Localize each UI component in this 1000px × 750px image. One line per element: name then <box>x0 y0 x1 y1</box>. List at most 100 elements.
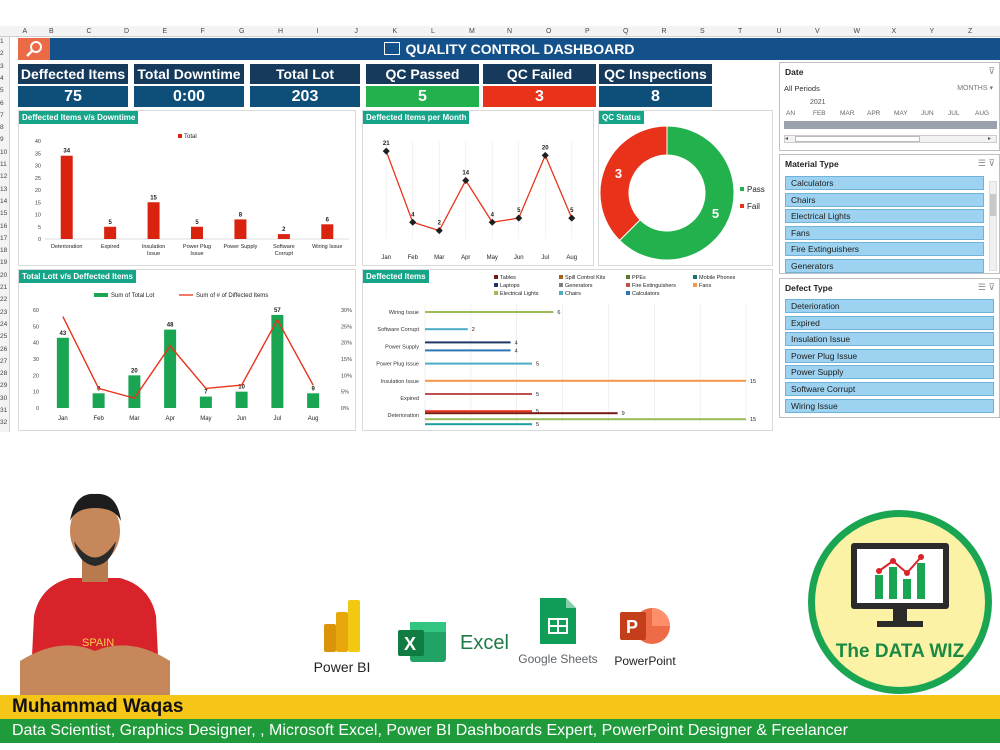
row-header[interactable]: 19 <box>0 259 8 267</box>
material-option[interactable]: Electrical Lights <box>785 209 984 224</box>
row-header[interactable]: 10 <box>0 148 8 156</box>
row-header[interactable]: 1 <box>0 38 4 45</box>
scroll-right-arrow[interactable]: ▸ <box>988 136 992 142</box>
column-header[interactable]: K <box>392 28 398 35</box>
column-header[interactable]: L <box>431 28 435 35</box>
row-header[interactable]: 31 <box>0 407 8 414</box>
column-header[interactable]: H <box>278 28 284 35</box>
defect-option[interactable]: Power Plug Issue <box>785 348 994 363</box>
defect-option[interactable]: Software Corrupt <box>785 382 994 396</box>
slicer-scrollbar[interactable] <box>989 181 997 271</box>
lot-chart-panel[interactable]: Total Lott v/s Deffected Items 0 10 20 30 40… <box>18 269 356 431</box>
column-header[interactable]: T <box>738 28 743 35</box>
column-header[interactable]: S <box>700 28 705 35</box>
column-header[interactable]: N <box>507 28 513 35</box>
column-header[interactable]: F <box>200 28 205 35</box>
column-header[interactable]: P <box>585 28 590 35</box>
date-timeline-slicer[interactable]: Date ⊽ All Periods MONTHS ▾ 2021 ◂ ▸ AN F… <box>779 62 1000 151</box>
column-header[interactable]: V <box>815 28 820 35</box>
defect-option[interactable]: Deterioration <box>785 299 994 313</box>
month-label[interactable]: MAY <box>894 110 908 117</box>
defect-type-slicer[interactable]: Defect Type ☰ ⊽ Deterioration Expired Insu… <box>779 278 1000 418</box>
qc-status-panel[interactable]: QC Status 5 3 Pass Fail <box>598 110 773 266</box>
column-header[interactable]: O <box>546 28 552 35</box>
multiselect-icon[interactable]: ☰ ⊽ <box>977 282 995 292</box>
scroll-thumb[interactable] <box>990 194 996 216</box>
row-header[interactable]: 28 <box>0 370 8 378</box>
row-header[interactable]: 21 <box>0 284 8 291</box>
column-header[interactable]: C <box>86 28 92 35</box>
timeline-scrollbar[interactable]: ◂ ▸ <box>784 135 997 143</box>
material-option[interactable]: Calculators <box>785 176 984 190</box>
column-header[interactable]: Z <box>968 28 973 35</box>
row-header[interactable]: 23 <box>0 308 8 316</box>
month-label[interactable]: JUL <box>948 110 960 117</box>
material-option[interactable]: Fire Extinguishers <box>785 242 984 257</box>
row-header[interactable]: 3 <box>0 62 4 70</box>
column-header[interactable]: B <box>49 28 54 35</box>
month-label[interactable]: AUG <box>975 110 990 117</box>
column-header[interactable]: G <box>239 28 245 35</box>
month-label[interactable]: JUN <box>921 110 934 117</box>
column-header[interactable]: E <box>162 28 168 35</box>
column-header[interactable]: A <box>22 28 28 35</box>
row-header[interactable]: 25 <box>0 333 8 341</box>
scroll-left-arrow[interactable]: ◂ <box>785 136 789 142</box>
column-header[interactable]: D <box>124 28 130 35</box>
month-label[interactable]: APR <box>867 110 881 117</box>
material-type-slicer[interactable]: Material Type ☰ ⊽ Calculators Chairs Elect… <box>779 154 1000 274</box>
row-header[interactable]: 12 <box>0 173 8 181</box>
legend-swatch <box>494 283 498 287</box>
month-label[interactable]: AN <box>786 110 796 117</box>
defected-items-panel[interactable]: Deffected Items Tables Spill Control Kits… <box>362 269 773 431</box>
scroll-thumb[interactable] <box>795 136 920 142</box>
row-header[interactable]: 6 <box>0 99 4 107</box>
column-header[interactable]: U <box>776 28 782 35</box>
column-header[interactable]: R <box>661 28 667 35</box>
row-header[interactable]: 5 <box>0 87 4 95</box>
defect-option[interactable]: Expired <box>785 315 994 330</box>
row-header[interactable]: 22 <box>0 296 8 304</box>
column-header[interactable]: J <box>354 28 359 35</box>
row-header[interactable]: 16 <box>0 222 8 230</box>
column-header[interactable]: M <box>469 28 475 35</box>
row-header[interactable]: 2 <box>0 50 4 58</box>
time-unit-dropdown[interactable]: MONTHS ▾ <box>957 85 993 92</box>
row-header[interactable]: 20 <box>0 271 8 279</box>
material-option[interactable]: Generators <box>785 259 984 273</box>
row-header[interactable]: 8 <box>0 124 4 132</box>
row-header[interactable]: 26 <box>0 345 8 353</box>
column-header[interactable]: W <box>853 28 861 35</box>
material-option[interactable]: Fans <box>785 225 984 240</box>
month-label[interactable]: FEB <box>813 110 826 117</box>
row-header[interactable]: 24 <box>0 320 8 328</box>
defect-option[interactable]: Wiring Issue <box>785 398 994 413</box>
column-header[interactable]: Y <box>929 28 935 35</box>
defect-option[interactable]: Power Supply <box>785 365 994 380</box>
timeline-bar[interactable] <box>784 121 997 129</box>
row-header[interactable]: 7 <box>0 111 4 119</box>
row-header[interactable]: 30 <box>0 394 8 402</box>
row-header[interactable]: 9 <box>0 136 4 144</box>
search-button[interactable] <box>18 38 50 60</box>
row-header[interactable]: 17 <box>0 234 8 242</box>
row-header[interactable]: 13 <box>0 185 8 193</box>
row-header[interactable]: 32 <box>0 419 8 427</box>
clear-filter-icon[interactable]: ⊽ <box>988 66 995 76</box>
multiselect-icon[interactable]: ☰ ⊽ <box>977 158 995 168</box>
row-header[interactable]: 18 <box>0 247 8 255</box>
column-header[interactable]: X <box>891 28 897 35</box>
defect-option[interactable]: Insulation Issue <box>785 332 994 347</box>
row-header[interactable]: 4 <box>0 74 4 82</box>
per-month-chart-panel[interactable]: Deffected Items per Month 21 Jan 4 Feb 2 Mar 1… <box>362 110 594 266</box>
column-header[interactable]: Q <box>623 28 629 35</box>
row-header[interactable]: 27 <box>0 357 8 365</box>
month-label[interactable]: MAR <box>840 110 855 117</box>
row-header[interactable]: 11 <box>0 161 7 168</box>
row-header[interactable]: 15 <box>0 210 8 218</box>
column-header[interactable]: I <box>316 28 319 35</box>
material-option[interactable]: Chairs <box>785 192 984 207</box>
row-header[interactable]: 14 <box>0 197 8 205</box>
downtime-chart-panel[interactable]: Deffected Items v/s Downtime 0 5 10 15 20 25 3… <box>18 110 356 266</box>
row-header[interactable]: 29 <box>0 382 8 390</box>
